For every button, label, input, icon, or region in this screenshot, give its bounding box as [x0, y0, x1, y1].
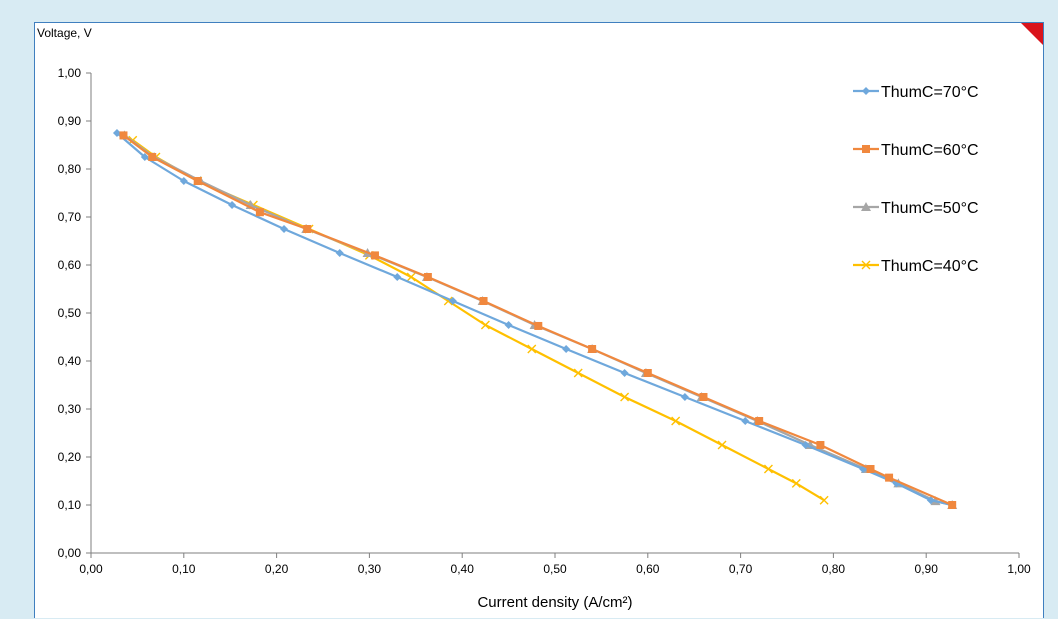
data-point	[763, 464, 773, 474]
data-point	[588, 345, 597, 353]
data-point	[228, 201, 237, 209]
y-tick-label: 0,90	[58, 114, 82, 128]
data-point	[741, 417, 750, 425]
x-axis-title: Current density (A/cm²)	[477, 594, 632, 611]
data-point	[620, 392, 630, 402]
data-point	[480, 320, 490, 330]
data-point	[280, 225, 289, 233]
data-point	[148, 153, 157, 161]
data-point	[573, 368, 583, 378]
data-point	[179, 177, 188, 185]
series-2	[119, 130, 958, 509]
data-point	[140, 153, 149, 161]
legend-label: ThumC=70°C	[881, 84, 979, 101]
data-point	[816, 441, 825, 449]
data-point	[119, 131, 128, 140]
legend-label: ThumC=40°C	[881, 258, 979, 275]
data-point	[755, 417, 764, 425]
data-point	[255, 208, 264, 217]
legend-swatch-marker	[862, 87, 870, 95]
data-point	[423, 273, 432, 281]
data-point	[926, 496, 935, 505]
data-point	[699, 393, 708, 401]
y-tick-label: 1,00	[58, 66, 82, 80]
x-tick-label: 0,90	[915, 562, 939, 576]
legend-entry-2: ThumC=50°C	[853, 200, 979, 217]
legend: ThumC=70°C ThumC=60°C ThumC=50°C ThumC=40°C	[853, 84, 979, 275]
legend-label: ThumC=60°C	[881, 142, 979, 159]
y-tick-label: 0,20	[58, 450, 82, 464]
chart-frame: 0,00 0,10 0,20 0,30 0,40 0,50 0,60 0,70 0,80 0,90…	[34, 22, 1044, 618]
series-layer	[112, 129, 958, 509]
data-point	[717, 440, 727, 450]
data-point	[643, 369, 652, 377]
data-point	[534, 321, 543, 330]
data-point	[819, 495, 829, 505]
legend-label: ThumC=50°C	[881, 200, 979, 217]
x-tick-label: 0,50	[543, 562, 567, 576]
data-point	[370, 251, 379, 260]
y-tick-label: 0,00	[58, 546, 82, 560]
series-0	[112, 129, 957, 509]
corner-marker	[1021, 23, 1043, 45]
data-point	[193, 177, 202, 185]
data-point	[335, 249, 344, 257]
legend-swatch-marker	[862, 145, 870, 153]
data-point	[671, 416, 681, 426]
y-tick-label: 0,50	[58, 306, 82, 320]
legend-entry-3: ThumC=40°C	[853, 258, 979, 275]
data-point	[393, 273, 402, 281]
data-point	[448, 297, 457, 305]
y-tick-label: 0,70	[58, 210, 82, 224]
data-point	[885, 473, 894, 482]
data-point	[303, 225, 312, 233]
data-point	[680, 393, 689, 401]
series-line	[122, 134, 953, 507]
y-tick-label: 0,30	[58, 402, 82, 416]
x-tick-label: 0,30	[358, 562, 382, 576]
legend-entry-1: ThumC=60°C	[853, 142, 979, 159]
data-point	[948, 501, 957, 509]
x-tick-label: 0,10	[172, 562, 196, 576]
x-tick-label: 0,70	[729, 562, 753, 576]
y-tick-label: 0,10	[58, 498, 82, 512]
y-tick-label: 0,40	[58, 354, 82, 368]
y-axis-title: Voltage, V	[37, 26, 92, 40]
data-point	[479, 297, 488, 305]
x-tick-label: 1,00	[1007, 562, 1031, 576]
legend-swatch-marker	[861, 260, 871, 270]
data-point	[801, 441, 810, 449]
legend-entry-0: ThumC=70°C	[853, 84, 979, 101]
legend-swatch-marker	[861, 202, 871, 211]
series-3	[128, 135, 829, 505]
axes: 0,00 0,10 0,20 0,30 0,40 0,50 0,60 0,70 0,80 0,90…	[37, 26, 1031, 611]
x-tick-label: 0,40	[451, 562, 475, 576]
x-tick-label: 0,80	[822, 562, 846, 576]
y-tick-label: 0,60	[58, 258, 82, 272]
data-point	[406, 272, 416, 282]
series-1	[119, 131, 957, 509]
line-chart: 0,00 0,10 0,20 0,30 0,40 0,50 0,60 0,70 0,80 0,90…	[37, 26, 1031, 611]
data-point	[112, 129, 121, 137]
data-point	[866, 465, 875, 473]
data-point	[504, 321, 513, 329]
data-point	[527, 344, 537, 354]
y-tick-label: 0,80	[58, 162, 82, 176]
data-point	[791, 478, 801, 488]
x-tick-label: 0,00	[79, 562, 103, 576]
x-tick-label: 0,20	[265, 562, 289, 576]
data-point	[620, 369, 629, 377]
x-tick-label: 0,60	[636, 562, 660, 576]
data-point	[562, 345, 571, 353]
